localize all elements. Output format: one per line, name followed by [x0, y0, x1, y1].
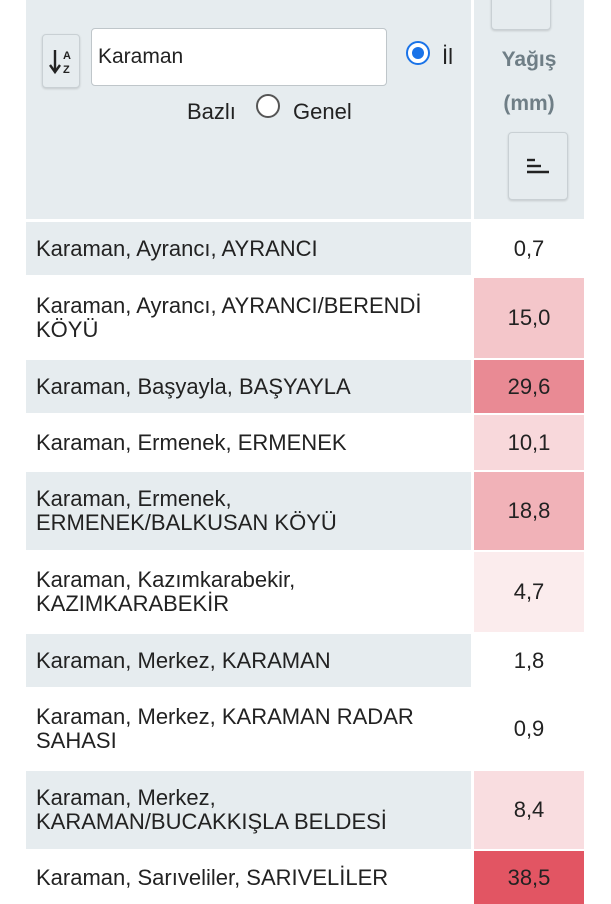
table-row[interactable]: Karaman, Ayrancı, AYRANCI/BERENDİ KÖYÜ 1…: [26, 278, 584, 358]
station-name: Karaman, Ermenek, ERMENEK/BALKUSAN KÖYÜ: [26, 472, 471, 550]
rainfall-value: 38,5: [474, 851, 584, 904]
station-name: Karaman, Ayrancı, AYRANCI/BERENDİ KÖYÜ: [26, 278, 471, 358]
column-unit: (mm): [503, 92, 555, 115]
rainfall-value: 0,9: [474, 689, 584, 769]
rainfall-value: 29,6: [474, 360, 584, 413]
station-name: Karaman, Merkez, KARAMAN: [26, 634, 471, 687]
table-row[interactable]: Karaman, Merkez, KARAMAN 1,8: [26, 634, 584, 687]
radio-genel-label: Genel: [293, 99, 352, 124]
svg-text:Z: Z: [63, 64, 70, 76]
table-row[interactable]: Karaman, Merkez, KARAMAN/BUCAKKIŞLA BELD…: [26, 771, 584, 849]
table-row[interactable]: Karaman, Sarıveliler, SARIVELİLER 38,5: [26, 851, 584, 904]
table-row[interactable]: Karaman, Ayrancı, AYRANCI 0,7: [26, 222, 584, 275]
table-row[interactable]: Karaman, Merkez, KARAMAN RADAR SAHASI 0,…: [26, 689, 584, 769]
location-header-cell: A Z İl Bazlı Genel: [26, 0, 471, 219]
header-top-button[interactable]: [491, 0, 551, 30]
svg-text:A: A: [63, 50, 71, 62]
station-name: Karaman, Sarıveliler, SARIVELİLER: [26, 851, 471, 904]
station-name: Karaman, Ermenek, ERMENEK: [26, 415, 471, 470]
search-input[interactable]: [91, 28, 387, 86]
rainfall-value: 4,7: [474, 552, 584, 632]
sort-alpha-icon: A Z: [49, 50, 71, 76]
sort-alpha-button[interactable]: A Z: [42, 34, 80, 88]
rainfall-value: 10,1: [474, 415, 584, 470]
table-row[interactable]: Karaman, Ermenek, ERMENEK/BALKUSAN KÖYÜ …: [26, 472, 584, 550]
rainfall-value: 0,7: [474, 222, 584, 275]
sort-bars-icon: [527, 158, 549, 174]
column-title: Yağış: [501, 48, 557, 71]
table-row[interactable]: Karaman, Başyayla, BAŞYAYLA 29,6: [26, 360, 584, 413]
rainfall-table-body: Karaman, Ayrancı, AYRANCI 0,7 Karaman, A…: [26, 222, 584, 904]
radio-il-label-suffix: Bazlı: [187, 99, 236, 124]
rainfall-value: 1,8: [474, 634, 584, 687]
rainfall-value: 18,8: [474, 472, 584, 550]
radio-genel[interactable]: [256, 94, 280, 118]
table-header: A Z İl Bazlı Genel Yağış (mm): [26, 0, 584, 219]
radio-il-label: İl: [442, 44, 453, 69]
table-row[interactable]: Karaman, Ermenek, ERMENEK 10,1: [26, 415, 584, 470]
station-name: Karaman, Başyayla, BAŞYAYLA: [26, 360, 471, 413]
rainfall-value: 8,4: [474, 771, 584, 849]
table-row[interactable]: Karaman, Kazımkarabekir, KAZIMKARABEKİR …: [26, 552, 584, 632]
station-name: Karaman, Kazımkarabekir, KAZIMKARABEKİR: [26, 552, 471, 632]
rainfall-value: 15,0: [474, 278, 584, 358]
station-name: Karaman, Ayrancı, AYRANCI: [26, 222, 471, 275]
station-name: Karaman, Merkez, KARAMAN/BUCAKKIŞLA BELD…: [26, 771, 471, 849]
radio-il[interactable]: [406, 41, 430, 65]
sort-value-button[interactable]: [508, 132, 568, 200]
station-name: Karaman, Merkez, KARAMAN RADAR SAHASI: [26, 689, 471, 769]
rainfall-header-cell: Yağış (mm): [474, 0, 584, 219]
